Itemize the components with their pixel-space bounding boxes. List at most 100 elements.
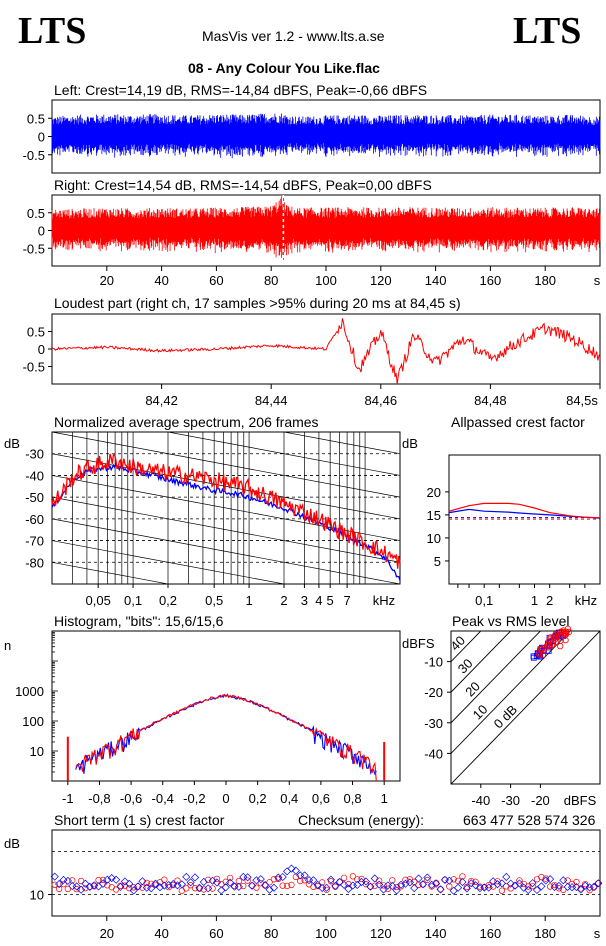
short-crest-left-point [199,877,208,886]
peak-rms-ytick-label: -40 [424,746,443,761]
spectrum-ytick-label: -30 [25,447,44,462]
short-crest-left-point [256,875,265,884]
short-crest-left-point [462,884,471,893]
histogram-ytick-label: 100 [22,714,44,729]
short-crest-left-point [98,879,107,888]
short-crest-left-point [480,883,489,892]
logo-right: LTS [513,10,582,52]
short-crest-left-point [322,883,331,892]
short-crest-right-point [595,880,602,887]
short-crest-right-point [222,878,229,885]
histogram-ytick-label: 1000 [15,684,44,699]
short-crest-xtick-label: 60 [209,926,223,941]
short-crest-left-point [554,881,563,890]
logo-left: LTS [18,10,87,52]
short-crest-left-point [217,886,226,895]
short-crest-left-point [116,882,125,891]
short-crest-left-point [103,875,112,884]
short-crest-left-point [265,885,274,894]
short-crest-right-point [55,885,63,892]
peak-rms-ytick-label: -30 [424,716,443,731]
short-crest-left-point [81,879,90,888]
short-crest-left-point [261,880,270,890]
allpassed-xunit-label: kHz [575,593,597,608]
short-crest-left-point [432,879,441,888]
short-crest-right-point [240,882,247,890]
allpassed-ytick-label: 15 [427,508,441,523]
short-crest-left-point [511,881,520,890]
peak-rms-right-point [538,646,545,653]
short-crest-xtick-label: 180 [534,926,556,941]
spectrum-title: Normalized average spectrum, 206 frames [54,414,319,430]
short-crest-right-point [112,886,120,893]
short-crest-right-point [191,885,199,892]
short-crest-xtick-label: 160 [480,926,502,941]
short-crest-right-point [507,885,514,892]
spectrum-xtick-label: 4 [315,593,322,608]
short-crest-left-point [77,885,86,894]
spectrum-ytick-label: -70 [25,534,44,549]
short-crest-left-point [112,875,121,884]
loudest-part-ytick-label: -0.5 [23,360,45,375]
peak-rms-xtick-label: -20 [531,793,550,808]
spectrum-slope-line [52,649,400,714]
spectrum-slope-line [52,518,400,584]
spectrum-ytick-label: -80 [25,555,44,570]
right-waveform-xtick-label: 140 [425,273,447,288]
histogram-ylabel: n [4,638,11,653]
spectrum-ylabel: dB [4,436,20,451]
short-crest-left-point [410,884,419,893]
short-crest-left-point [55,880,64,889]
right-waveform-xtick-label: 60 [209,273,223,288]
short-crest-left-point [361,877,371,886]
short-term-crest-title: Short term (1 s) crest factor [54,812,225,828]
short-crest-xtick-label: 100 [315,926,337,941]
histogram-xtick-label: -0,2 [183,791,205,806]
loudest-part-ytick-label: 0.5 [27,325,45,340]
short-crest-right-point [568,880,576,888]
short-crest-xunit-label: s [594,926,601,941]
spectrum-right-series [51,453,401,569]
short-crest-left-point [239,872,248,881]
right-waveform-xtick-label: 120 [370,273,392,288]
allpassed-crest-title: Allpassed crest factor [451,414,585,430]
short-crest-right-point [279,882,286,889]
short-crest-left-point [581,881,590,890]
allpassed-right-series [448,502,601,519]
short-crest-left-point [532,885,542,895]
short-crest-right-point [169,881,177,889]
short-crest-xtick-label: 140 [425,926,447,941]
short-crest-left-point [541,876,550,885]
spectrum-xtick-label: 0,2 [159,593,177,608]
short-crest-left-point [212,878,221,887]
histogram-xtick-label: 0,4 [280,791,298,806]
short-crest-left-point [370,874,379,883]
short-crest-right-point [244,877,251,884]
short-crest-left-point [458,878,467,887]
spectrum-xtick-label: 0,1 [124,593,142,608]
short-crest-right-point [174,877,181,884]
short-crest-left-point [506,879,515,888]
short-crest-left-point [331,881,340,890]
short-crest-left-point [230,882,239,891]
peak-rms-ytick-label: -20 [424,685,443,700]
short-crest-right-point [380,882,387,889]
short-crest-right-point [476,883,484,890]
short-crest-left-point [147,884,156,893]
short-crest-right-point [73,885,80,893]
short-crest-right-point [266,879,273,886]
short-crest-xtick-label: 20 [100,926,114,941]
spectrum-slope-line [166,432,400,476]
left-waveform-title: Left: Crest=14,19 dB, RMS=-14,84 dBFS, P… [54,82,428,98]
short-crest-right-point [345,880,352,888]
peak-rms-xunit-label: dBFS [564,793,597,808]
histogram-xtick-label: 0,8 [344,791,362,806]
peak-rms-right-point [543,642,551,649]
short-crest-right-point [459,873,466,880]
short-crest-left-point [318,883,327,893]
allpassed-ylabel: dB [402,436,418,451]
peak-rms-right-point [553,638,561,646]
peak-rms-right-point [538,645,545,652]
short-crest-right-point [99,876,107,884]
short-crest-right-point [187,882,194,889]
